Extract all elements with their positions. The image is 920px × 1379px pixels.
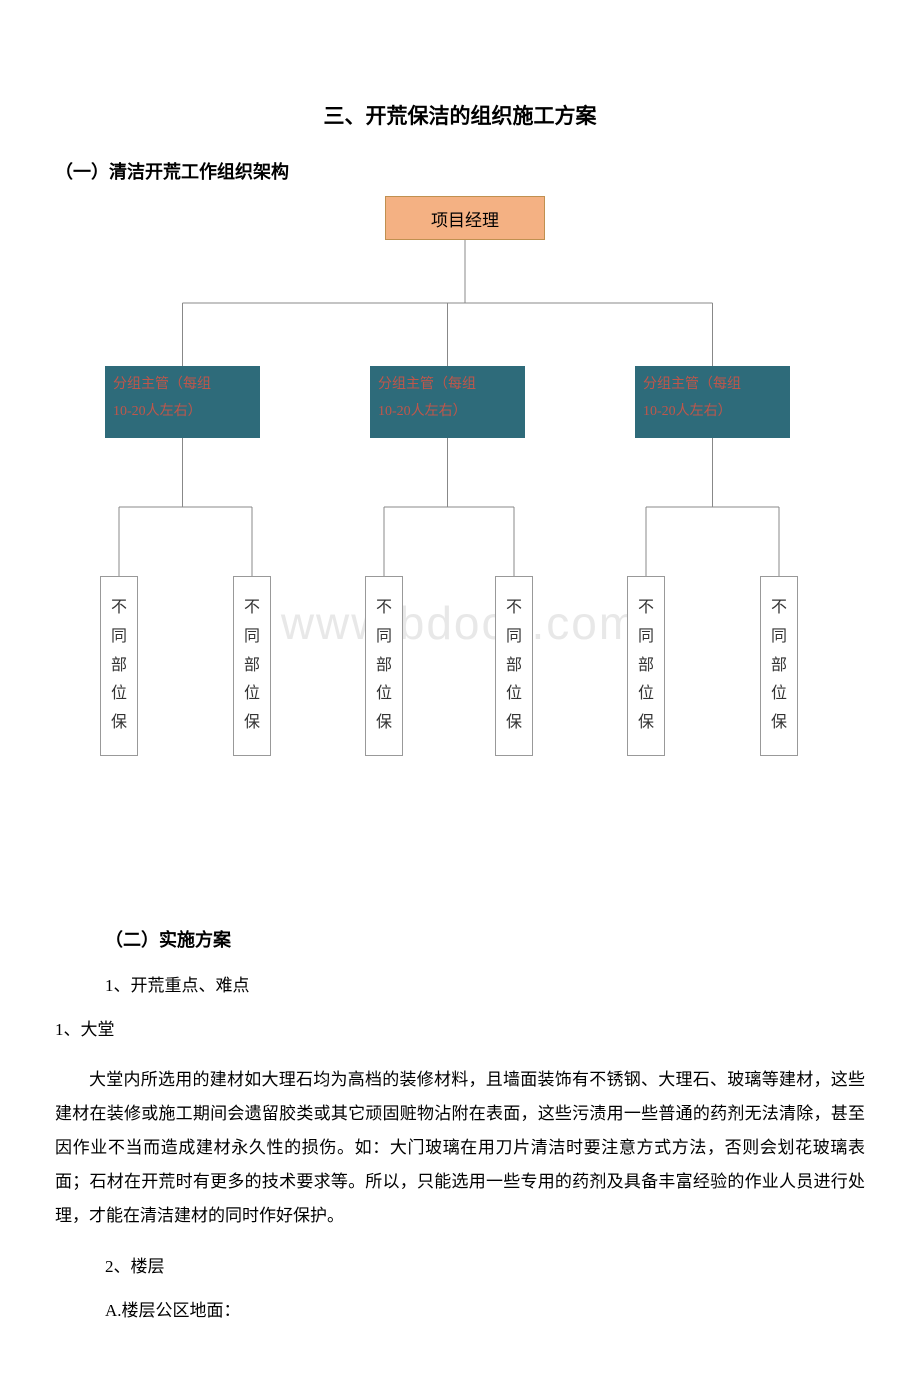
page-title: 三、开荒保洁的组织施工方案 [55, 100, 865, 130]
body-line-2: 1、大堂 [55, 1014, 865, 1046]
connector-lines [55, 196, 865, 786]
org-node-group-0: 分组主管（每组 10-20人左右） [105, 366, 260, 438]
org-node-group-line2: 10-20人左右） [113, 399, 202, 426]
org-node-group-line1: 分组主管（每组 [643, 372, 741, 399]
org-chart: www.bdocx.com 项目经理 分组主管（每组 10-20人左右） 分组主… [55, 196, 865, 786]
org-node-leaf-2: 不同部位保 [365, 576, 403, 756]
org-node-leaf-1: 不同部位保 [233, 576, 271, 756]
body-line-3: 2、楼层 [55, 1251, 865, 1283]
body-line-4: A.楼层公区地面： [55, 1295, 865, 1327]
org-node-leaf-4: 不同部位保 [627, 576, 665, 756]
section-1-heading: （一）清洁开荒工作组织架构 [55, 158, 865, 184]
body-line-1: 1、开荒重点、难点 [55, 970, 865, 1002]
org-node-group-2: 分组主管（每组 10-20人左右） [635, 366, 790, 438]
section-2-heading: （二）实施方案 [55, 926, 865, 952]
body-paragraph-1: 大堂内所选用的建材如大理石均为高档的装修材料，且墙面装饰有不锈钢、大理石、玻璃等… [55, 1063, 865, 1233]
org-node-group-line2: 10-20人左右） [643, 399, 732, 426]
org-node-root: 项目经理 [385, 196, 545, 240]
org-node-leaf-0: 不同部位保 [100, 576, 138, 756]
org-node-group-1: 分组主管（每组 10-20人左右） [370, 366, 525, 438]
org-node-leaf-5: 不同部位保 [760, 576, 798, 756]
body-paragraph-1-text: 大堂内所选用的建材如大理石均为高档的装修材料，且墙面装饰有不锈钢、大理石、玻璃等… [55, 1070, 865, 1225]
org-node-group-line1: 分组主管（每组 [378, 372, 476, 399]
org-node-root-label: 项目经理 [431, 206, 499, 231]
org-node-group-line2: 10-20人左右） [378, 399, 467, 426]
org-node-leaf-3: 不同部位保 [495, 576, 533, 756]
org-node-group-line1: 分组主管（每组 [113, 372, 211, 399]
